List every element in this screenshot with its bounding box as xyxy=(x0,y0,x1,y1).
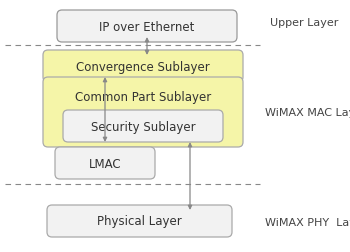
Text: LMAC: LMAC xyxy=(89,157,121,170)
Text: Upper Layer: Upper Layer xyxy=(270,18,338,28)
Text: WiMAX PHY  Layer: WiMAX PHY Layer xyxy=(265,217,350,227)
FancyBboxPatch shape xyxy=(57,11,237,43)
FancyBboxPatch shape xyxy=(47,205,232,237)
FancyBboxPatch shape xyxy=(63,111,223,142)
FancyBboxPatch shape xyxy=(43,51,243,83)
FancyBboxPatch shape xyxy=(55,147,155,179)
FancyBboxPatch shape xyxy=(43,78,243,147)
Text: Physical Layer: Physical Layer xyxy=(97,215,182,228)
Text: Security Sublayer: Security Sublayer xyxy=(91,120,195,133)
Text: Convergence Sublayer: Convergence Sublayer xyxy=(76,60,210,73)
Text: WiMAX MAC Layer: WiMAX MAC Layer xyxy=(265,108,350,117)
Text: Common Part Sublayer: Common Part Sublayer xyxy=(75,90,211,103)
Text: IP over Ethernet: IP over Ethernet xyxy=(99,20,195,33)
